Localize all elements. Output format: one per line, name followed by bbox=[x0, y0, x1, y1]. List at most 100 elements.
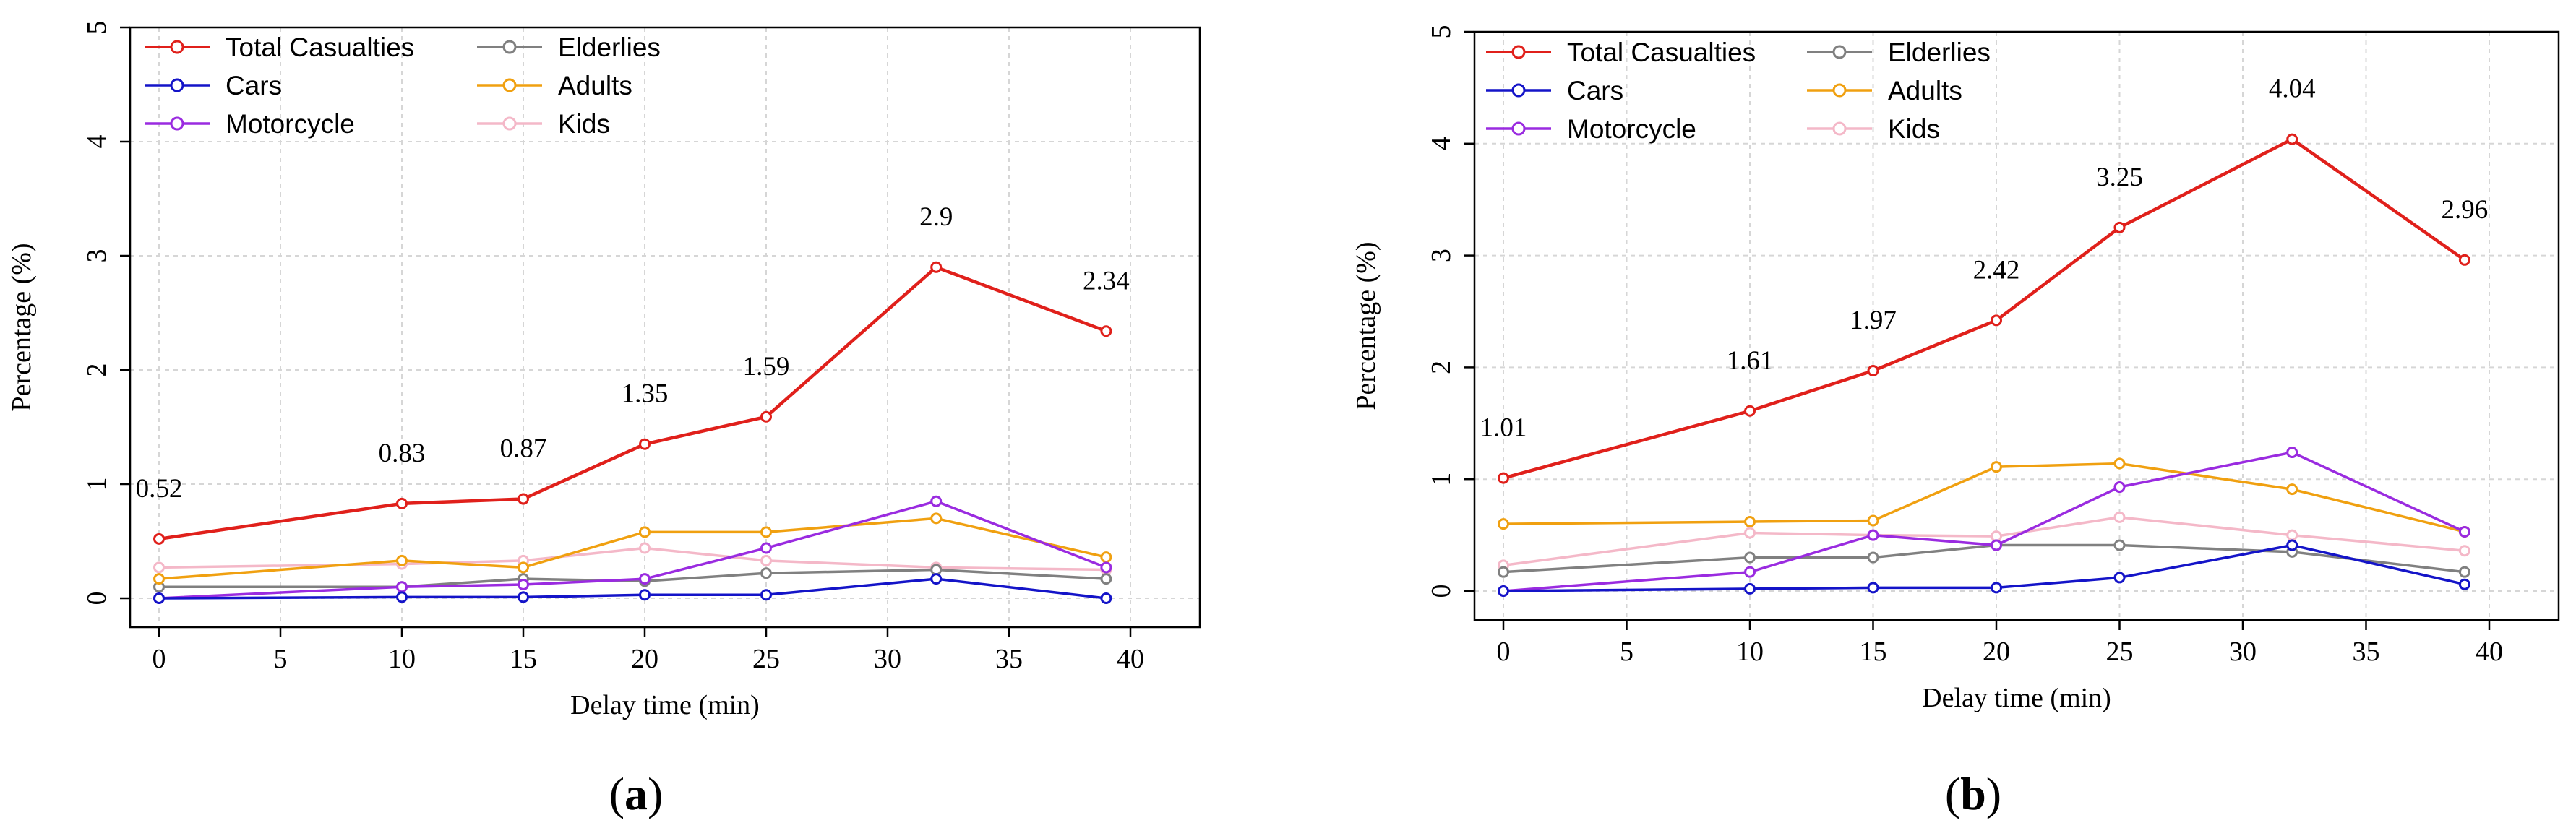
data-point-elderlies bbox=[1498, 566, 1509, 578]
series-line-kids bbox=[158, 546, 1107, 572]
data-label-total-casualties: 1.61 bbox=[1727, 346, 1774, 376]
x-tick-label: 0 bbox=[1497, 637, 1511, 667]
data-label-total-casualties: 4.04 bbox=[2269, 74, 2316, 104]
data-point-elderlies bbox=[1867, 551, 1879, 564]
data-point-adults bbox=[2113, 457, 2126, 470]
data-point-adults bbox=[1100, 551, 1112, 564]
x-tick-label: 0 bbox=[153, 644, 166, 674]
data-point-cars bbox=[1498, 585, 1509, 597]
x-tick-label: 10 bbox=[388, 644, 416, 674]
data-point-elderlies bbox=[1100, 573, 1112, 585]
panel-label-letter: b bbox=[1960, 768, 1986, 819]
data-point-total-casualties bbox=[1991, 314, 2002, 327]
y-tick-label: 2 bbox=[82, 363, 112, 377]
data-point-cars bbox=[396, 591, 408, 603]
legend-label: Kids bbox=[1888, 114, 1940, 144]
data-point-cars bbox=[153, 592, 165, 604]
x-tick-label: 30 bbox=[2229, 637, 2257, 667]
x-tick-label: 35 bbox=[2353, 637, 2380, 667]
y-tick-label: 3 bbox=[82, 249, 112, 263]
x-tick-label: 40 bbox=[1117, 644, 1144, 674]
data-point-total-casualties bbox=[1867, 365, 1879, 377]
legend-marker bbox=[502, 78, 517, 92]
data-point-motorcycle bbox=[1100, 561, 1112, 574]
legend-label: Total Casualties bbox=[1567, 38, 1756, 67]
data-label-total-casualties: 1.97 bbox=[1850, 306, 1897, 335]
chart-panel-b: 0 5 10 15 20 25 30 35 40 0 1 2 3 4 5 Delay time (min) Pe… bbox=[1351, 25, 2560, 819]
data-point-cars bbox=[1867, 582, 1879, 594]
legend-label: Kids bbox=[558, 109, 610, 139]
data-label-total-casualties: 1.59 bbox=[743, 352, 790, 382]
data-label-total-casualties: 2.34 bbox=[1083, 266, 1130, 296]
data-point-adults bbox=[1498, 518, 1509, 530]
data-point-motorcycle bbox=[1991, 539, 2002, 551]
x-tick-label: 5 bbox=[274, 644, 288, 674]
legend-label: Cars bbox=[226, 71, 282, 100]
y-tick-label: 3 bbox=[1426, 249, 1456, 262]
x-tick-label: 20 bbox=[631, 644, 658, 674]
y-tick-label: 2 bbox=[1426, 361, 1456, 374]
data-point-kids bbox=[2286, 529, 2298, 541]
data-point-motorcycle bbox=[396, 581, 408, 593]
series-line-total-casualties bbox=[1503, 137, 2466, 480]
series-line-adults bbox=[1503, 462, 2465, 533]
series-line-elderlies bbox=[1503, 543, 2465, 574]
data-point-total-casualties bbox=[1744, 405, 1756, 417]
data-point-cars bbox=[2113, 572, 2126, 584]
x-tick-label: 15 bbox=[1860, 637, 1887, 667]
y-tick-label: 0 bbox=[82, 592, 112, 606]
data-point-motorcycle bbox=[2113, 481, 2126, 494]
legend-label: Adults bbox=[1888, 76, 1962, 105]
legend-marker bbox=[170, 78, 184, 92]
legend-marker bbox=[1832, 45, 1847, 59]
y-tick-label: 5 bbox=[1426, 25, 1456, 39]
data-point-total-casualties bbox=[2286, 133, 2298, 145]
series-line-kids bbox=[1503, 516, 2465, 567]
legend-label: Adults bbox=[558, 71, 632, 100]
data-point-motorcycle bbox=[2458, 525, 2470, 538]
legend-label: Total Casualties bbox=[226, 33, 414, 62]
data-point-cars bbox=[1100, 592, 1112, 604]
data-point-total-casualties bbox=[1100, 325, 1112, 337]
data-label-total-casualties: 3.25 bbox=[2096, 163, 2143, 192]
data-point-total-casualties bbox=[518, 493, 529, 505]
data-point-adults bbox=[639, 526, 651, 538]
data-point-total-casualties bbox=[1498, 472, 1509, 484]
data-point-adults bbox=[518, 561, 529, 574]
legend-marker bbox=[1832, 121, 1847, 136]
legend-marker bbox=[1832, 83, 1847, 98]
legend-label: Elderlies bbox=[558, 33, 661, 62]
data-point-adults bbox=[153, 573, 165, 585]
legend-marker bbox=[1511, 121, 1526, 136]
data-point-motorcycle bbox=[760, 542, 772, 554]
x-axis-title: Delay time (min) bbox=[570, 690, 760, 720]
data-point-elderlies bbox=[1744, 551, 1756, 564]
data-point-total-casualties bbox=[153, 533, 165, 545]
x-tick-label: 20 bbox=[1983, 637, 2010, 667]
legend-marker bbox=[170, 116, 184, 131]
legend-label: Cars bbox=[1567, 76, 1623, 105]
data-point-cars bbox=[1744, 582, 1756, 595]
x-tick-label: 5 bbox=[1620, 637, 1633, 667]
legend-marker bbox=[1511, 83, 1526, 98]
data-point-elderlies bbox=[2113, 539, 2126, 551]
panel-label-close: ) bbox=[1986, 768, 2001, 819]
legend-label: Motorcycle bbox=[226, 109, 355, 139]
panel-label-open: ( bbox=[1945, 768, 1960, 819]
data-label-total-casualties: 1.01 bbox=[1480, 413, 1527, 443]
data-point-total-casualties bbox=[930, 261, 943, 273]
y-tick-label: 4 bbox=[82, 135, 112, 149]
data-point-motorcycle bbox=[2286, 447, 2298, 459]
data-point-adults bbox=[396, 554, 408, 566]
data-point-motorcycle bbox=[1867, 529, 1879, 541]
x-axis-title: Delay time (min) bbox=[1922, 683, 2111, 713]
data-point-adults bbox=[760, 526, 772, 538]
data-label-total-casualties: 0.52 bbox=[136, 474, 183, 504]
y-tick-label: 0 bbox=[1426, 585, 1456, 598]
data-label-total-casualties: 1.35 bbox=[622, 379, 669, 409]
data-label-total-casualties: 2.96 bbox=[2442, 195, 2489, 225]
x-tick-label: 30 bbox=[874, 644, 901, 674]
y-tick-label: 1 bbox=[82, 478, 112, 491]
x-tick-label: 40 bbox=[2476, 637, 2503, 667]
